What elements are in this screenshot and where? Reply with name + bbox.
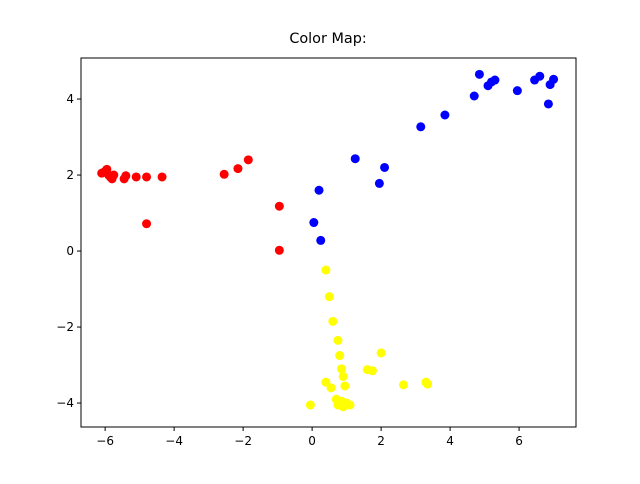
point [321, 265, 331, 275]
x-tick-label: −6 [96, 434, 114, 448]
point [340, 381, 350, 391]
point [338, 371, 348, 381]
point [326, 383, 336, 393]
x-tick-label: 4 [446, 434, 454, 448]
point [469, 91, 479, 101]
point [233, 164, 243, 174]
point [374, 178, 384, 188]
point [142, 172, 152, 182]
point [121, 171, 131, 181]
x-tick-label: 6 [515, 434, 523, 448]
point [367, 366, 377, 376]
point [219, 169, 229, 179]
point [309, 218, 319, 228]
point [335, 351, 345, 361]
point [333, 335, 343, 345]
y-tick-label: −4 [56, 396, 74, 410]
point [305, 400, 315, 410]
point [376, 348, 386, 358]
point [274, 201, 284, 211]
point [535, 71, 545, 81]
point [345, 400, 355, 410]
point [512, 86, 522, 96]
x-tick-label: 0 [308, 434, 316, 448]
point [380, 162, 390, 172]
point [321, 377, 331, 387]
point [314, 185, 324, 195]
y-tick-label: −2 [56, 320, 74, 334]
x-tick-label: 2 [377, 434, 385, 448]
x-tick-label: −2 [234, 434, 252, 448]
point [543, 99, 553, 109]
x-tick-label: −4 [165, 434, 183, 448]
point [109, 170, 119, 180]
y-tick-label: 0 [66, 244, 74, 258]
point [328, 316, 338, 326]
point [416, 122, 426, 132]
point [316, 235, 326, 245]
point [490, 75, 500, 85]
y-tick-label: 4 [66, 92, 74, 106]
plot-frame [80, 57, 577, 428]
point [336, 364, 346, 374]
point [350, 154, 360, 164]
point [274, 245, 284, 255]
point [549, 74, 559, 84]
point [474, 69, 484, 79]
y-tick-label: 2 [66, 168, 74, 182]
chart-title: Color Map: [289, 31, 366, 47]
point [423, 379, 433, 389]
point [157, 172, 167, 182]
point [142, 219, 152, 229]
point [399, 380, 409, 390]
point [324, 292, 334, 302]
point [440, 110, 450, 120]
point [131, 172, 141, 182]
point [243, 155, 253, 165]
